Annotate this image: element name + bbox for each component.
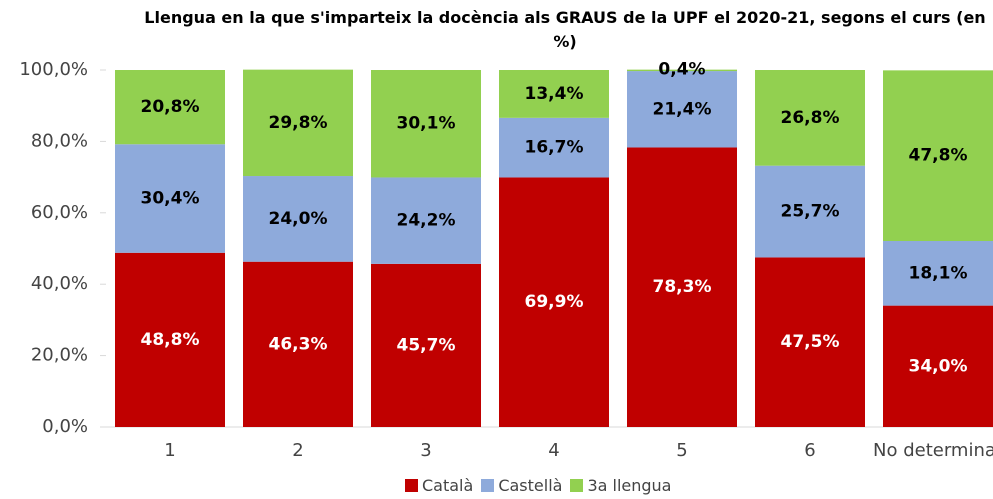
data-label: 30,4% xyxy=(141,189,200,209)
legend-swatch xyxy=(481,479,495,492)
legend-label: 3a llengua xyxy=(587,476,672,495)
legend-swatch xyxy=(570,479,584,492)
data-label: 16,7% xyxy=(525,138,584,158)
bar-segment xyxy=(499,177,609,427)
data-label: 18,1% xyxy=(909,263,968,283)
bar-segment xyxy=(883,70,993,242)
x-tick-label: No determinat xyxy=(873,440,993,461)
bar-segment xyxy=(371,70,481,178)
y-tick-label: 80,0% xyxy=(31,130,88,151)
legend-item: Castellà xyxy=(481,476,562,495)
data-label: 24,0% xyxy=(269,209,328,229)
data-label: 13,4% xyxy=(525,84,584,104)
x-tick-label: 1 xyxy=(164,440,175,461)
y-tick-label: 100,0% xyxy=(19,59,88,80)
bar-segment xyxy=(755,257,865,427)
bar-segment xyxy=(243,261,353,427)
bar-segment xyxy=(115,252,225,427)
bar-segment xyxy=(371,263,481,427)
y-tick-label: 0,0% xyxy=(42,416,88,437)
data-label: 0,4% xyxy=(658,60,705,80)
data-label: 24,2% xyxy=(397,211,456,231)
legend-swatch xyxy=(405,479,418,492)
data-label: 29,8% xyxy=(269,113,328,133)
x-tick-label: 2 xyxy=(292,440,303,461)
y-tick-label: 60,0% xyxy=(31,202,88,223)
legend-item: 3a llengua xyxy=(570,476,671,495)
chart-title: Llengua en la que s'imparteix la docènci… xyxy=(144,8,986,51)
bar-segment xyxy=(755,165,865,258)
x-tick-label: 6 xyxy=(804,440,815,461)
data-label: 47,8% xyxy=(909,146,968,166)
x-tick-label: 3 xyxy=(420,440,431,461)
bar-segment xyxy=(499,117,609,178)
data-label: 48,8% xyxy=(141,330,200,350)
bar-segment xyxy=(627,147,737,427)
bar-segment xyxy=(499,70,609,118)
data-label: 69,9% xyxy=(525,292,584,312)
legend-item: Català xyxy=(405,476,473,495)
bar-segment xyxy=(243,176,353,262)
data-label: 21,4% xyxy=(653,99,712,119)
bar-segment xyxy=(627,69,737,72)
bar-segment xyxy=(883,305,993,427)
bar-segment xyxy=(243,69,353,177)
data-label: 47,5% xyxy=(781,332,840,352)
data-label: 30,1% xyxy=(397,114,456,134)
legend-label: Castellà xyxy=(498,476,563,495)
data-label: 25,7% xyxy=(781,202,840,222)
data-label: 20,8% xyxy=(141,97,200,117)
data-label: 26,8% xyxy=(781,108,840,128)
bar-segment xyxy=(115,144,225,253)
data-label: 46,3% xyxy=(269,334,328,354)
bar-segment xyxy=(627,71,737,148)
x-tick-label: 4 xyxy=(548,440,559,461)
legend: Català Castellà 3a llengua xyxy=(405,476,671,495)
y-tick-label: 20,0% xyxy=(31,345,88,366)
data-label: 78,3% xyxy=(653,277,712,297)
bar-segment xyxy=(115,70,225,145)
data-label: 34,0% xyxy=(909,356,968,376)
data-label: 45,7% xyxy=(397,335,456,355)
x-tick-label: 5 xyxy=(676,440,687,461)
bar-segment xyxy=(371,177,481,264)
bar-segment xyxy=(883,241,993,306)
bar-segment xyxy=(755,70,865,166)
y-tick-label: 40,0% xyxy=(31,273,88,294)
legend-label: Català xyxy=(422,476,474,495)
